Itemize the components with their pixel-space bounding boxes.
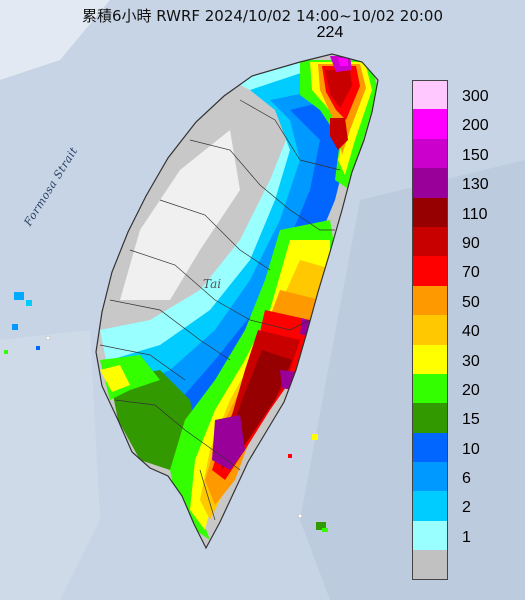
legend-row: 50 [412,285,512,316]
legend-swatch [412,491,448,521]
rain-band-90mm-yilan [330,118,348,150]
legend-row: 110 [412,197,512,227]
light-area [120,130,240,300]
legend-row: 2 [412,491,512,521]
legend-swatch [412,168,448,198]
island-outline [95,53,379,550]
legend-row: 300 [412,80,512,110]
legend-label: 20 [462,381,480,399]
legend-row: 70 [412,256,512,286]
rain-band-200mm [338,58,348,66]
legend-swatch [412,197,448,227]
offshore-islets [45,335,303,519]
legend-row [412,550,512,580]
county-boundaries [99,99,341,521]
legend-row: 200 [412,109,512,139]
legend-label: 90 [462,234,480,252]
legend-row: 40 [412,315,512,345]
legend-label: 6 [462,470,471,488]
legend-swatch [412,109,448,139]
legend-row: 15 [412,403,512,433]
legend-swatch [412,403,448,433]
legend-label: 110 [462,205,488,223]
legend-swatch [412,285,448,316]
legend-label: 1 [462,528,471,546]
legend-label: 10 [462,440,480,458]
legend-label: 130 [462,176,489,194]
offshore-rain-specks [4,292,328,532]
legend-label: 50 [462,293,480,311]
legend-row: 10 [412,432,512,463]
legend-swatch [412,550,448,580]
legend-swatch [412,462,448,492]
legend-swatch [412,315,448,345]
legend-row: 30 [412,344,512,374]
legend-label: 200 [462,117,489,135]
max-rainfall-value: 224 [316,24,344,41]
place-label: Tai [203,277,222,291]
legend-row: 20 [412,373,512,404]
rain-band-110mm [228,350,292,455]
legend-swatch [412,256,448,286]
legend-label: 2 [462,499,471,517]
legend-swatch [412,80,448,110]
legend-label: 70 [462,264,480,282]
legend-swatch [412,138,448,169]
map-title: 累積6小時 RWRF 2024/10/02 14:00~10/02 20:00 [81,7,444,25]
legend-swatch [412,226,448,257]
legend-label: 15 [462,411,480,429]
legend-label: 40 [462,323,480,341]
legend-label: 150 [462,146,489,164]
rainfall-legend: 300 200 150 130 110 90 70 50 40 30 20 15 10 6 2 1 [412,80,512,580]
legend-row: 130 [412,168,512,198]
rain-band-90mm-ne [325,70,352,108]
cloud-patch [0,330,100,600]
legend-swatch [412,520,448,551]
legend-swatch [412,344,448,374]
legend-row: 6 [412,462,512,492]
legend-row: 90 [412,226,512,257]
legend-label: 300 [462,88,489,105]
legend-swatch [412,373,448,404]
cloud-patch [0,0,110,80]
legend-label: 30 [462,352,480,370]
legend-row: 150 [412,138,512,169]
rain-band-30mm [100,365,130,392]
legend-row: 1 [412,520,512,551]
legend-swatch [412,432,448,463]
rain-band-130mm [212,415,245,470]
